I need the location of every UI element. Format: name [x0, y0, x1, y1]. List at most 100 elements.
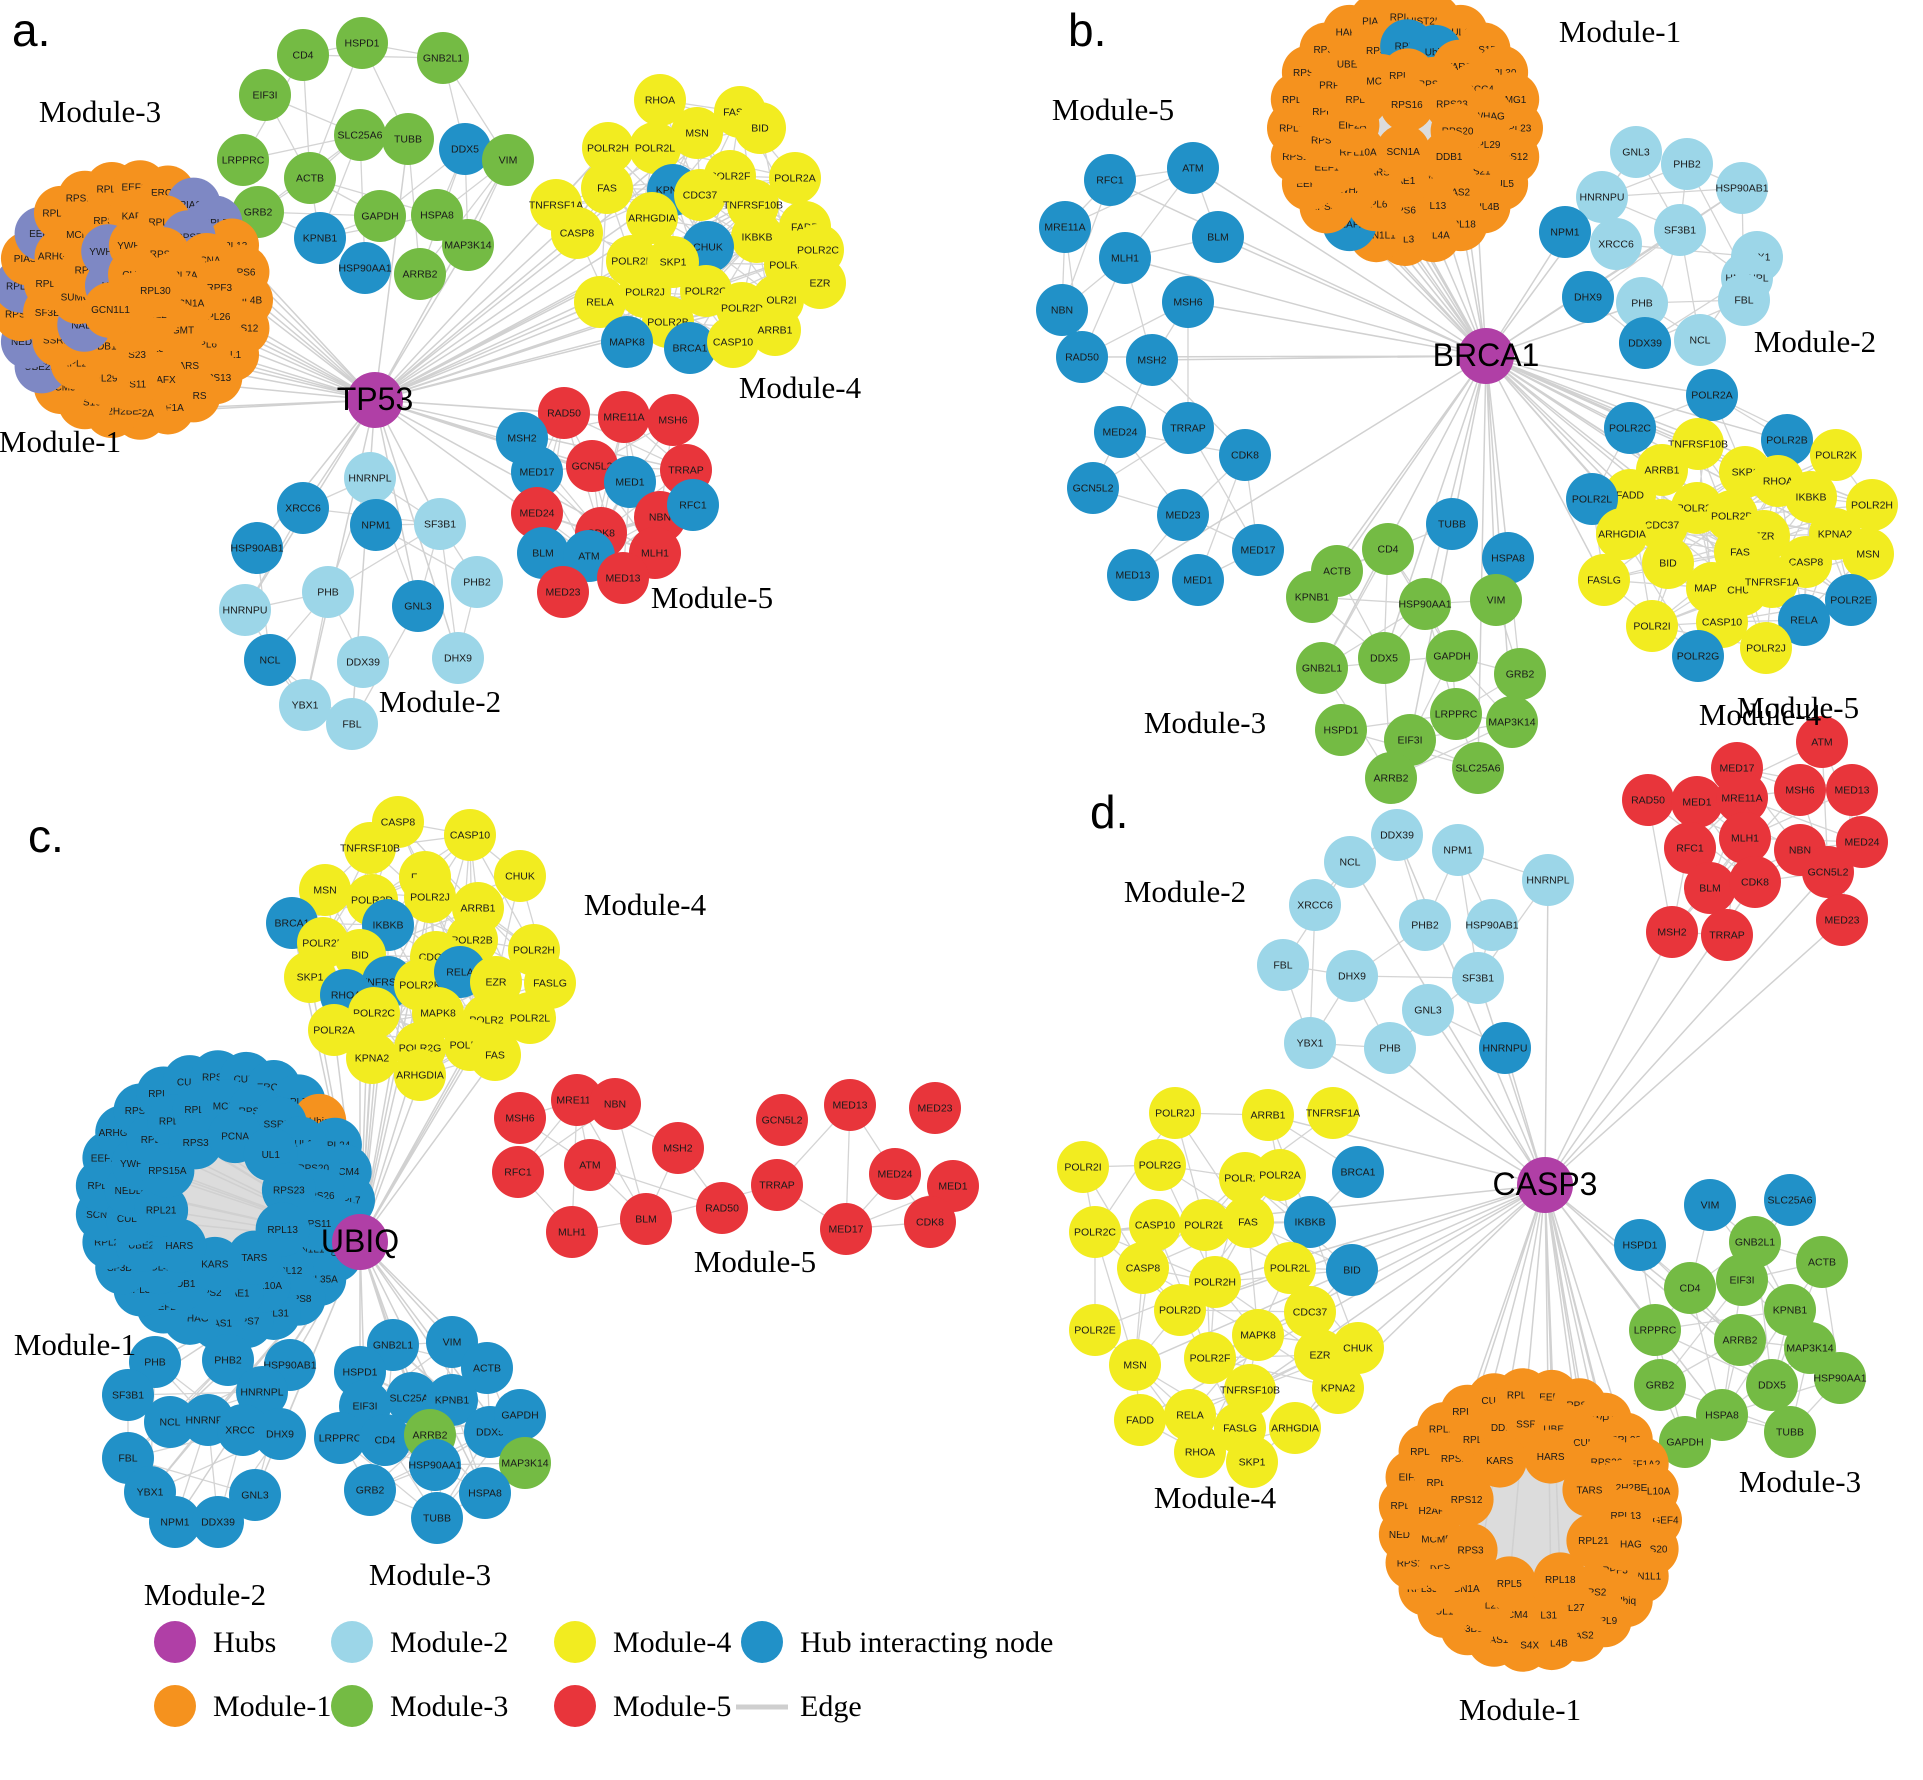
node-circle [820, 1203, 872, 1255]
node-label: EEF2 [151, 1302, 176, 1313]
node-label: HSP90AA1 [338, 263, 391, 275]
node-label: ERCC4 [1460, 84, 1494, 95]
legend-label: Hub interacting node [800, 1626, 1053, 1659]
node-label: UL1 [1435, 1606, 1454, 1617]
node-MED17: MED17 [820, 1203, 872, 1255]
node-label: RPL12 [148, 218, 179, 229]
node-label: PRPF3 [1319, 81, 1352, 92]
node-SKP1: SKP1 [1226, 1436, 1278, 1488]
node-SLC25A6: SLC25A6 [1764, 1174, 1816, 1226]
node-GCN1L1: GCN1L1 [83, 282, 138, 337]
node-label: FASLG [533, 978, 567, 990]
node-RAD50: RAD50 [538, 387, 590, 439]
node-circle [1184, 1332, 1236, 1384]
node-circle [517, 527, 569, 579]
node-BLM: BLM [1684, 862, 1736, 914]
node-label: RPL27 [159, 1117, 190, 1128]
node-label: GCN1L1 [286, 1245, 325, 1256]
node-SF3B1: SF3B1 [1452, 952, 1504, 1004]
node-circle [751, 1159, 803, 1211]
legend-item-hub-interacting-node: Hub interacting node [741, 1621, 1053, 1663]
node-label: RPS13 [1441, 1454, 1473, 1465]
node-label: KPNB1 [1295, 592, 1330, 604]
node-label: MSN [1123, 1360, 1146, 1372]
node-label: HNRNPL [1526, 875, 1569, 887]
node-IKBKB: IKBKB [1284, 1196, 1336, 1248]
node-circle [359, 1414, 411, 1466]
node-label: POLR2I [1633, 621, 1670, 633]
node-DDX5: DDX5 [1358, 632, 1410, 684]
node-label: RPL6 [192, 339, 217, 350]
node-XRCC6: XRCC6 [1590, 218, 1642, 270]
node-label: RPL23 [1391, 1501, 1422, 1512]
node-label: MSH2 [1657, 927, 1686, 939]
legend-item-module-1: Module-1 [154, 1685, 331, 1727]
node-circle [1802, 846, 1854, 898]
node-circle [417, 32, 469, 84]
node-circle [1371, 809, 1423, 861]
node-label: RPL30 [140, 286, 171, 297]
node-label: CASP10 [1702, 617, 1742, 629]
node-MED24: MED24 [1094, 406, 1146, 458]
node-circle [1796, 716, 1848, 768]
node-label: TRRAP [759, 1180, 795, 1192]
node-circle [598, 391, 650, 443]
node-label: POLR2H [1194, 1277, 1236, 1289]
node-label: SF3B3 [35, 308, 66, 319]
node-label: RPL14 [97, 185, 128, 196]
node-BID: BID [734, 102, 786, 154]
node-label: FAS [485, 1050, 505, 1062]
node-circle [336, 17, 388, 69]
node-label: POLR2K [611, 256, 652, 268]
node-RPS12: RPS12 [1439, 1472, 1494, 1527]
node-label: SCN1A [1446, 1584, 1480, 1595]
node-POLR2L: POLR2L [629, 122, 681, 174]
node-circle [1729, 856, 1781, 908]
node-label: BID [751, 123, 769, 135]
node-label: GNL3 [241, 1490, 269, 1502]
node-label: RELA [1176, 1410, 1203, 1422]
node-circle [432, 632, 484, 684]
node-label: RPS14 [1293, 68, 1325, 79]
node-circle [244, 634, 296, 686]
node-CDK8: CDK8 [904, 1196, 956, 1248]
node-label: RPL26 [1471, 1601, 1502, 1612]
node-RFC1: RFC1 [492, 1146, 544, 1198]
node-label: SCN1A [1386, 147, 1420, 158]
node-label: ACTB [473, 1363, 501, 1375]
node-label: YWHAG [89, 247, 127, 258]
node-MAP3K14: MAP3K14 [442, 219, 494, 271]
node-circle [492, 1146, 544, 1198]
legend-item-hubs: Hubs [154, 1621, 276, 1663]
node-label: POLR2K [1815, 450, 1856, 462]
node-HNRNPU: HNRNPU [1576, 171, 1628, 223]
node-MSN: MSN [671, 107, 723, 159]
node-circle [494, 1389, 546, 1441]
node-label: CUL4B [230, 296, 263, 307]
node-HSP90AA1: HSP90AA1 [338, 242, 392, 294]
node-label: POLR2E [302, 938, 343, 950]
node-RHOA: RHOA [1174, 1426, 1226, 1478]
node-circle [1109, 1339, 1161, 1391]
node-GNL3: GNL3 [229, 1469, 281, 1521]
node-label: DDX5 [476, 1427, 504, 1439]
module-label: Module-2 [144, 1577, 266, 1612]
node-label: MCM5 [46, 383, 76, 394]
node-circle [314, 1412, 366, 1464]
node-MSH2: MSH2 [1646, 906, 1698, 958]
node-ACTB: ACTB [284, 152, 336, 204]
node-ATM: ATM [1167, 142, 1219, 194]
node-label: MLH1 [1731, 833, 1759, 845]
node-circle [1162, 402, 1214, 454]
node-FAS: FAS [581, 162, 633, 214]
node-ARRB2: ARRB2 [1365, 752, 1417, 804]
node-label: POLR2G [1677, 651, 1720, 663]
node-circle [1701, 909, 1753, 961]
node-label: KPNA2 [355, 1053, 390, 1065]
node-label: CASP10 [1135, 1220, 1175, 1232]
node-circle [1284, 1196, 1336, 1248]
node-label: ARRB2 [1373, 773, 1408, 785]
node-label: YWHAH [117, 241, 154, 252]
node-label: CUL2 [177, 1078, 203, 1089]
node-circle [284, 152, 336, 204]
